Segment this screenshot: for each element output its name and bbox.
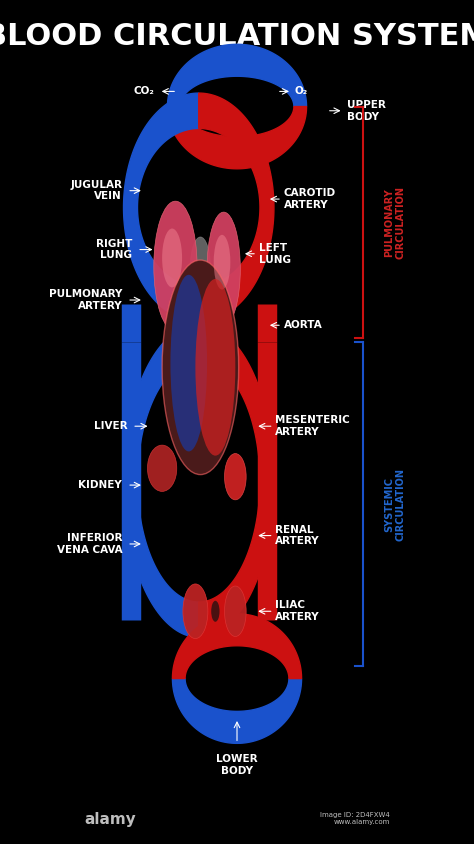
Text: LIVER: LIVER	[93, 421, 127, 431]
Text: CO₂: CO₂	[134, 86, 155, 96]
Text: alamy: alamy	[84, 812, 136, 827]
Text: BLOOD CIRCULATION SYSTEM: BLOOD CIRCULATION SYSTEM	[0, 22, 474, 51]
Ellipse shape	[154, 201, 197, 332]
Polygon shape	[199, 324, 274, 637]
Ellipse shape	[225, 453, 246, 500]
Text: MESENTERIC
ARTERY: MESENTERIC ARTERY	[275, 415, 350, 437]
Text: O₂: O₂	[294, 86, 308, 96]
Ellipse shape	[183, 584, 208, 639]
Text: CAROTID
ARTERY: CAROTID ARTERY	[283, 188, 336, 210]
Text: INFERIOR
VENA CAVA: INFERIOR VENA CAVA	[56, 533, 122, 555]
Polygon shape	[124, 93, 199, 322]
Text: Image ID: 2D4FXW4
www.alamy.com: Image ID: 2D4FXW4 www.alamy.com	[320, 812, 390, 825]
Text: KIDNEY: KIDNEY	[78, 480, 122, 490]
Ellipse shape	[171, 275, 207, 452]
Polygon shape	[173, 679, 301, 744]
Text: LOWER
BODY: LOWER BODY	[216, 755, 258, 776]
Polygon shape	[199, 93, 274, 322]
Text: PULMONARY
ARTERY: PULMONARY ARTERY	[49, 289, 122, 311]
Text: UPPER
BODY: UPPER BODY	[347, 100, 386, 122]
Ellipse shape	[207, 212, 240, 326]
Text: RIGHT
LUNG: RIGHT LUNG	[96, 239, 132, 260]
Text: ILIAC
ARTERY: ILIAC ARTERY	[275, 600, 320, 622]
Polygon shape	[173, 614, 301, 679]
Polygon shape	[124, 324, 199, 637]
Text: SYSTEMIC
CIRCULATION: SYSTEMIC CIRCULATION	[384, 468, 406, 541]
Ellipse shape	[214, 235, 230, 289]
Text: RENAL
ARTERY: RENAL ARTERY	[275, 525, 320, 546]
Text: PULMONARY
CIRCULATION: PULMONARY CIRCULATION	[384, 187, 406, 259]
Text: LEFT
LUNG: LEFT LUNG	[259, 243, 291, 264]
Ellipse shape	[211, 601, 219, 622]
Ellipse shape	[162, 229, 182, 288]
Polygon shape	[167, 44, 307, 106]
Ellipse shape	[147, 445, 177, 491]
Ellipse shape	[225, 586, 246, 636]
Text: AORTA: AORTA	[283, 320, 322, 330]
Ellipse shape	[191, 237, 210, 295]
Text: JUGULAR
VEIN: JUGULAR VEIN	[70, 180, 122, 202]
Polygon shape	[167, 106, 307, 169]
Ellipse shape	[195, 279, 235, 456]
Ellipse shape	[162, 260, 239, 474]
